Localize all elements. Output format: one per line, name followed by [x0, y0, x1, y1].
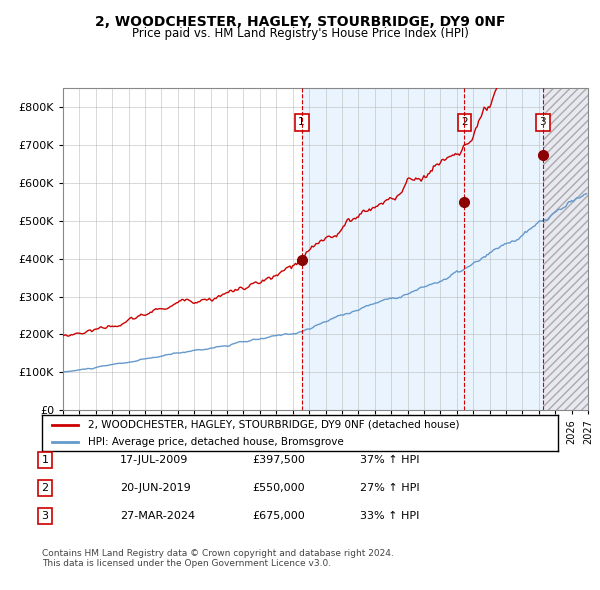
Text: 20-JUN-2019: 20-JUN-2019 [120, 483, 191, 493]
Text: This data is licensed under the Open Government Licence v3.0.: This data is licensed under the Open Gov… [42, 559, 331, 568]
Text: £550,000: £550,000 [252, 483, 305, 493]
Text: 3: 3 [41, 511, 49, 520]
Text: 2: 2 [41, 483, 49, 493]
Text: £397,500: £397,500 [252, 455, 305, 465]
Text: 27% ↑ HPI: 27% ↑ HPI [360, 483, 419, 493]
Text: 2, WOODCHESTER, HAGLEY, STOURBRIDGE, DY9 0NF (detached house): 2, WOODCHESTER, HAGLEY, STOURBRIDGE, DY9… [88, 419, 460, 430]
Text: 27-MAR-2024: 27-MAR-2024 [120, 511, 195, 520]
Text: 37% ↑ HPI: 37% ↑ HPI [360, 455, 419, 465]
Text: 2: 2 [461, 117, 468, 127]
Bar [542, 88, 588, 410]
Text: 17-JUL-2009: 17-JUL-2009 [120, 455, 188, 465]
Text: 1: 1 [41, 455, 49, 465]
Text: Contains HM Land Registry data © Crown copyright and database right 2024.: Contains HM Land Registry data © Crown c… [42, 549, 394, 558]
Text: Price paid vs. HM Land Registry's House Price Index (HPI): Price paid vs. HM Land Registry's House … [131, 27, 469, 40]
Text: HPI: Average price, detached house, Bromsgrove: HPI: Average price, detached house, Brom… [88, 437, 344, 447]
Bar [542, 88, 588, 410]
Bar [302, 88, 542, 410]
Text: 2, WOODCHESTER, HAGLEY, STOURBRIDGE, DY9 0NF: 2, WOODCHESTER, HAGLEY, STOURBRIDGE, DY9… [95, 15, 505, 29]
Text: £675,000: £675,000 [252, 511, 305, 520]
Text: 1: 1 [298, 117, 305, 127]
Text: 33% ↑ HPI: 33% ↑ HPI [360, 511, 419, 520]
Text: 3: 3 [539, 117, 546, 127]
